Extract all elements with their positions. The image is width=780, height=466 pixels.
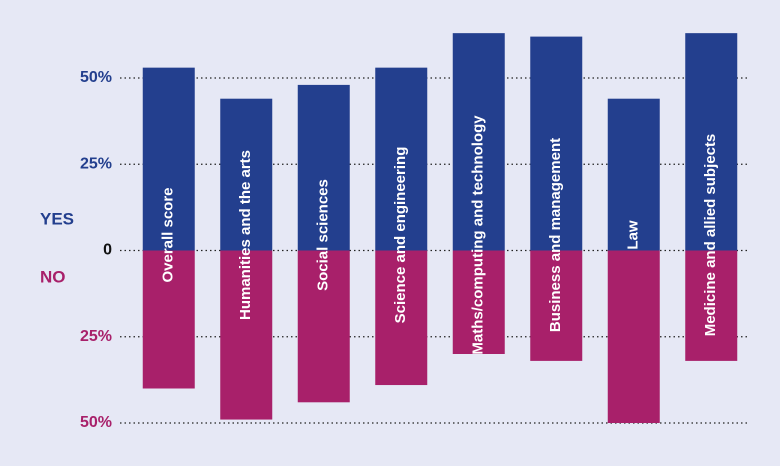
bar <box>530 250 583 361</box>
legend-label: YES <box>40 209 74 228</box>
category-label: Social sciences <box>315 179 332 291</box>
bars <box>142 33 738 423</box>
bar <box>452 33 505 251</box>
bar <box>607 98 660 251</box>
bar <box>220 250 273 420</box>
category-label: Humanities and the arts <box>237 150 254 320</box>
bar <box>685 33 738 251</box>
category-label: Science and engineering <box>392 147 409 324</box>
category-label: Medicine and allied subjects <box>702 134 719 337</box>
category-label: Maths/computing and technology <box>470 115 487 355</box>
y-tick-label: 50% <box>80 414 112 431</box>
bar <box>297 250 350 403</box>
bar <box>375 67 428 251</box>
y-tick-label: 0 <box>103 242 112 259</box>
category-label: Law <box>625 220 642 250</box>
bar <box>452 250 505 354</box>
bar <box>607 250 660 423</box>
y-tick-label: 25% <box>80 155 112 172</box>
category-label: Business and management <box>547 138 564 332</box>
bar <box>530 36 583 251</box>
bar <box>375 250 428 386</box>
bar <box>142 250 195 389</box>
bar <box>142 67 195 251</box>
bar <box>685 250 738 361</box>
bar <box>297 84 350 251</box>
y-tick-label: 25% <box>80 328 112 345</box>
y-tick-label: 50% <box>80 69 112 86</box>
category-label: Overall score <box>160 187 177 282</box>
legend-label: NO <box>40 267 66 286</box>
bar <box>220 98 273 251</box>
